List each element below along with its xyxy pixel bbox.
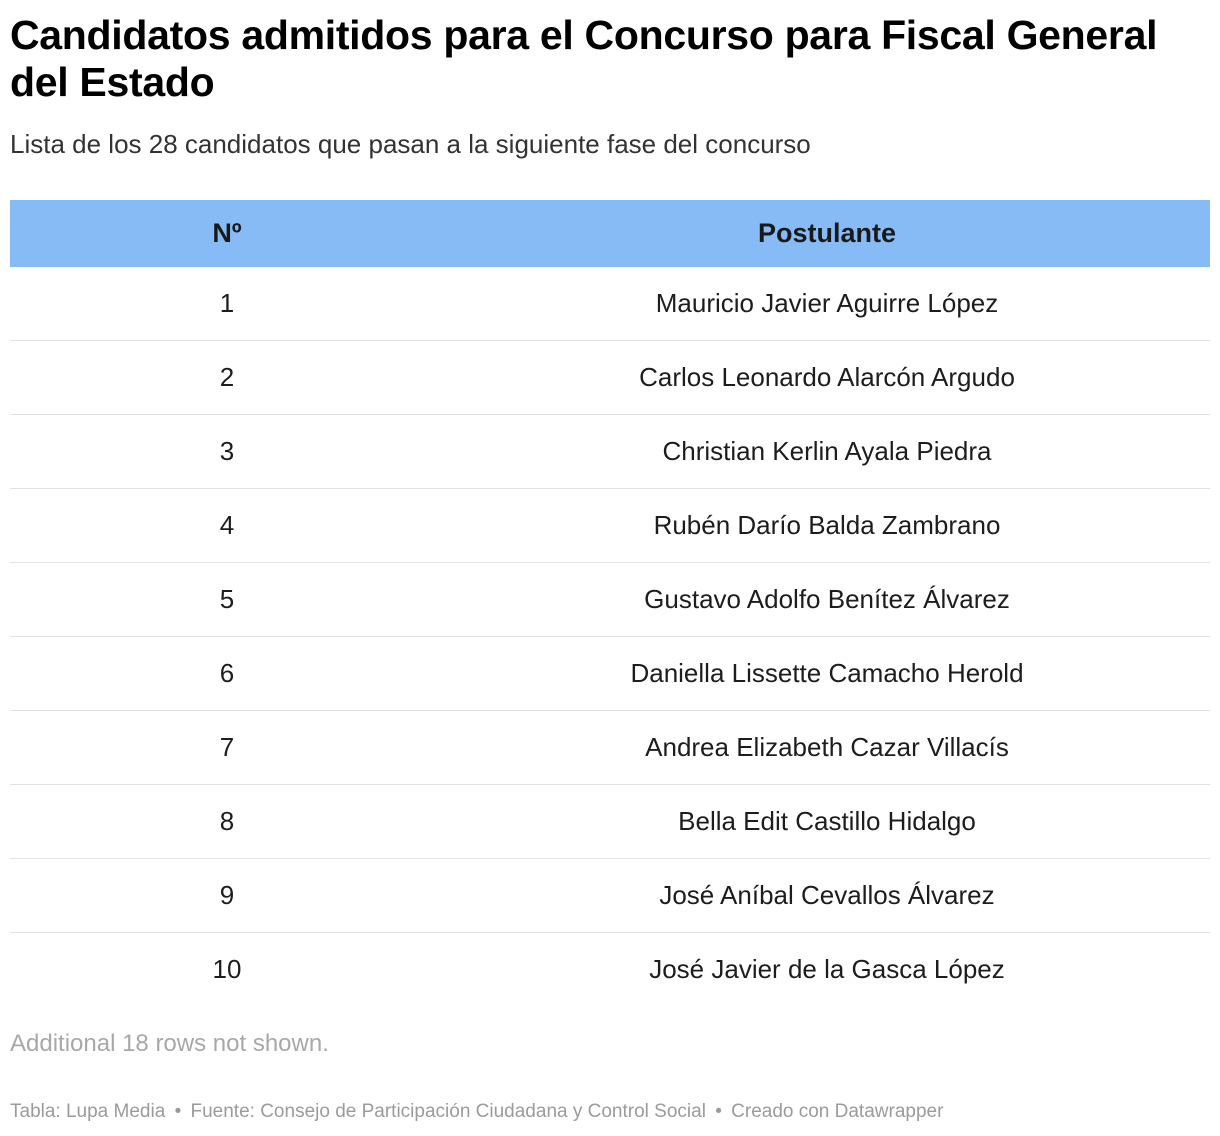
source-credit: Fuente: Consejo de Participación Ciudada…: [190, 1101, 706, 1122]
table-body: 1 Mauricio Javier Aguirre López 2 Carlos Le…: [10, 267, 1210, 1006]
table-credit: Tabla: Lupa Media: [10, 1101, 166, 1122]
cell-number: 6: [10, 636, 444, 711]
rows-not-shown-note: Additional 18 rows not shown.: [10, 1030, 329, 1057]
header-row: Nº Postulante: [10, 200, 1210, 267]
column-header-number[interactable]: Nº: [212, 218, 242, 248]
table-row: 7 Andrea Elizabeth Cazar Villacís: [10, 710, 1210, 785]
column-header-postulante[interactable]: Postulante: [757, 218, 897, 248]
cell-postulante: Christian Kerlin Ayala Piedra: [444, 414, 1210, 489]
table-row: 8 Bella Edit Castillo Hidalgo: [10, 784, 1210, 859]
cell-postulante: Mauricio Javier Aguirre López: [444, 267, 1210, 341]
footer-separator: •: [174, 1101, 182, 1122]
cell-postulante: Andrea Elizabeth Cazar Villacís: [444, 710, 1210, 785]
table-row: 5 Gustavo Adolfo Benítez Álvarez: [10, 562, 1210, 637]
footer-separator: •: [715, 1101, 722, 1122]
cell-postulante: José Aníbal Cevallos Álvarez: [444, 858, 1210, 933]
table-row: 6 Daniella Lissette Camacho Herold: [10, 636, 1210, 711]
cell-postulante: Rubén Darío Balda Zambrano: [444, 488, 1210, 563]
table-header: Nº Postulante: [10, 200, 1210, 267]
chart-container: Candidatos admitidos para el Concurso pa…: [10, 0, 1210, 1006]
footer: Tabla: Lupa Media • Fuente: Consejo de P…: [10, 1101, 943, 1123]
cell-number: 5: [10, 562, 444, 637]
cell-number: 10: [212, 954, 242, 984]
cell-number: 4: [10, 488, 444, 563]
cell-postulante: Bella Edit Castillo Hidalgo: [444, 784, 1210, 859]
cell-number: 3: [10, 414, 444, 489]
datawrapper-credit[interactable]: Creado con Datawrapper: [731, 1101, 944, 1122]
cell-postulante: Carlos Leonardo Alarcón Argudo: [444, 340, 1210, 415]
cell-postulante: José Javier de la Gasca López: [649, 954, 1005, 984]
cell-postulante: Gustavo Adolfo Benítez Álvarez: [444, 562, 1210, 637]
cell-postulante: Daniella Lissette Camacho Herold: [444, 636, 1210, 711]
cell-number: 9: [10, 858, 444, 933]
table-row: 9 José Aníbal Cevallos Álvarez: [10, 858, 1210, 933]
chart-title: Candidatos admitidos para el Concurso pa…: [10, 12, 1158, 105]
table-row: 3 Christian Kerlin Ayala Piedra: [10, 414, 1210, 489]
table-row: 10 José Javier de la Gasca López: [10, 933, 1210, 1007]
table-row: 1 Mauricio Javier Aguirre López: [10, 267, 1210, 341]
cell-number: 2: [10, 340, 444, 415]
table-row: 2 Carlos Leonardo Alarcón Argudo: [10, 340, 1210, 415]
chart-subtitle: Lista de los 28 candidatos que pasan a l…: [10, 129, 811, 159]
cell-number: 1: [10, 267, 444, 341]
cell-number: 7: [10, 710, 444, 785]
table-row: 4 Rubén Darío Balda Zambrano: [10, 488, 1210, 563]
cell-number: 8: [10, 784, 444, 859]
candidates-table: Nº Postulante 1 Mauricio Javier Aguirre L…: [10, 200, 1210, 1006]
